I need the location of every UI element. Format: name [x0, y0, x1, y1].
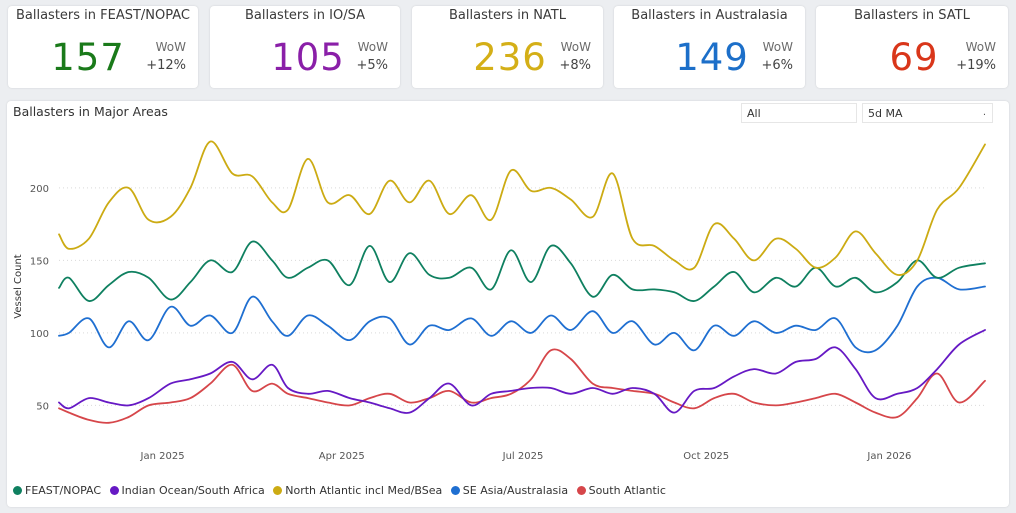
legend-dot [273, 486, 283, 495]
chart-panel: 50 100 150 200 Vessel Count Jan 2025 Apr 2025 J… [7, 101, 1009, 507]
kpi-card-wow-label: WoW [560, 40, 591, 54]
x-tick-label: Oct 2025 [683, 451, 729, 462]
kpi-card-title: Ballasters in Australasia [631, 8, 788, 23]
kpi-card-wow-label: WoW [155, 40, 186, 54]
kpi-card-title: Ballasters in FEAST/NOPAC [15, 8, 191, 23]
kpi-card-australasia[interactable]: Ballasters in Australasia 149 WoW +6% [614, 6, 805, 88]
legend-item-australasia[interactable]: SE Asia/Australasia [450, 484, 569, 497]
kpi-card-value: 69 [889, 36, 939, 79]
kpi-card-wow-value: +8% [559, 58, 591, 73]
x-tick-label: Apr 2025 [319, 451, 365, 462]
legend-item-feast[interactable]: FEAST/NOPAC [13, 484, 101, 497]
kpi-card-title: Ballasters in IO/SA [244, 8, 365, 23]
chart-title: Ballasters in Major Areas [13, 104, 168, 119]
series-line-south-atlantic [58, 348, 986, 424]
chart-legend: FEAST/NOPAC Indian Ocean/South Africa No… [13, 484, 671, 497]
kpi-card-feast[interactable]: Ballasters in FEAST/NOPAC 157 WoW +12% [8, 6, 198, 88]
y-axis-label: Vessel Count [13, 254, 24, 319]
legend-dot [576, 486, 586, 495]
kpi-card-wow-label: WoW [965, 40, 996, 54]
legend-dot [109, 486, 119, 495]
line-chart: 50 100 150 200 Vessel Count Jan 2025 Apr 2025 J… [13, 140, 986, 462]
kpi-card-wow-value: +6% [761, 58, 793, 73]
y-tick-label: 150 [30, 256, 49, 267]
kpi-card-value: 105 [271, 36, 345, 79]
kpi-card-satl[interactable]: Ballasters in SATL 69 WoW +19% [816, 6, 1008, 88]
kpi-card-wow-label: WoW [357, 40, 388, 54]
kpi-card-wow-label: WoW [762, 40, 793, 54]
kpi-card-value: 236 [473, 36, 547, 79]
kpi-card-title: Ballasters in NATL [449, 8, 566, 23]
legend-label: SE Asia/Australasia [462, 484, 569, 497]
legend-label: Indian Ocean/South Africa [121, 484, 265, 497]
legend-dot [450, 486, 460, 495]
legend-label: South Atlantic [588, 484, 666, 497]
chevron-down-icon[interactable]: . [982, 107, 986, 118]
kpi-card-natl[interactable]: Ballasters in NATL 236 WoW +8% [412, 6, 603, 88]
series-line-se-asia-australasia [58, 276, 986, 354]
area-filter-value: All [747, 107, 761, 120]
kpi-card-value: 149 [675, 36, 749, 79]
y-tick-label: 100 [30, 329, 49, 340]
legend-label: FEAST/NOPAC [25, 484, 102, 497]
series-line-feast-nopac [58, 240, 986, 302]
series-line-north-atlantic-incl-med-bsea [58, 140, 986, 276]
moving-average-value: 5d MA [868, 107, 903, 120]
moving-average-dropdown[interactable]: 5d MA . [862, 103, 993, 123]
series-line-indian-ocean-south-africa [58, 329, 986, 414]
kpi-card-iosa[interactable]: Ballasters in IO/SA 105 WoW +5% [210, 6, 400, 88]
kpi-card-title: Ballasters in SATL [854, 8, 970, 23]
legend-label: North Atlantic incl Med/BSea [285, 484, 443, 497]
kpi-card-wow-value: +19% [956, 58, 996, 73]
y-tick-label: 50 [36, 401, 49, 412]
legend-item-natl[interactable]: North Atlantic incl Med/BSea [273, 484, 442, 497]
x-tick-label: Jul 2025 [502, 451, 544, 462]
area-filter-dropdown[interactable]: All [741, 103, 857, 123]
kpi-card-value: 157 [51, 36, 125, 79]
legend-dot [13, 486, 22, 495]
legend-item-satl[interactable]: South Atlantic [576, 484, 666, 497]
y-tick-label: 200 [30, 184, 49, 195]
kpi-card-wow-value: +12% [146, 58, 186, 73]
x-tick-label: Jan 2025 [140, 451, 185, 462]
kpi-card-wow-value: +5% [356, 58, 388, 73]
x-tick-label: Jan 2026 [866, 451, 911, 462]
legend-item-io-sa[interactable]: Indian Ocean/South Africa [109, 484, 265, 497]
